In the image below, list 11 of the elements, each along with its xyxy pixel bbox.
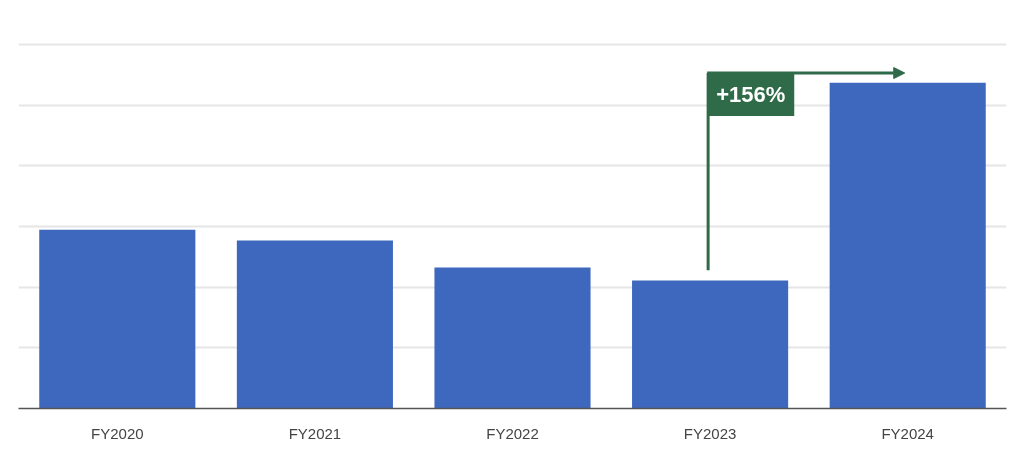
x-tick-label: FY2020 (91, 424, 144, 442)
bar (434, 267, 591, 409)
annotation: +156% (716, 82, 786, 108)
x-tick-label: FY2023 (683, 424, 737, 442)
bar (39, 229, 196, 409)
x-tick-label: FY2024 (881, 424, 934, 442)
bar (829, 82, 986, 409)
bar (632, 280, 789, 409)
x-tick-label: FY2022 (486, 424, 539, 442)
bar (236, 240, 393, 409)
x-tick-label: FY2021 (288, 424, 342, 442)
